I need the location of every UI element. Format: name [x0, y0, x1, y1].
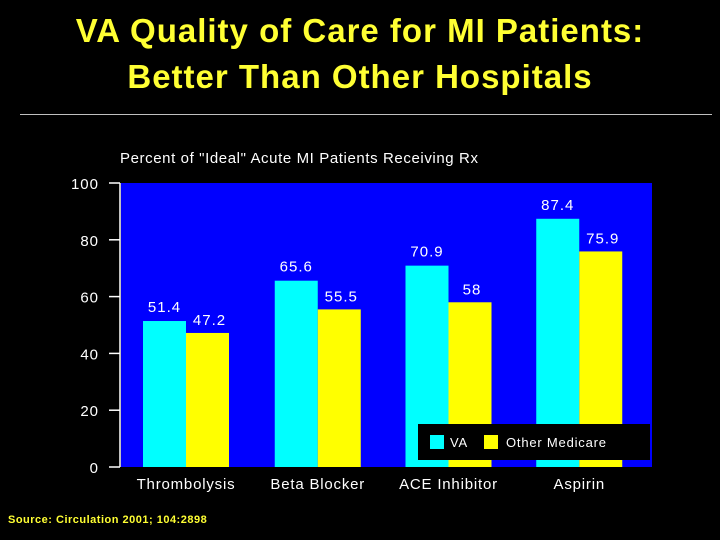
y-tick-label-100: 100: [71, 176, 99, 193]
data-label-va-ace-inhibitor: 70.9: [410, 244, 443, 261]
x-tick-label-ace-inhibitor: ACE Inhibitor: [399, 476, 498, 493]
legend-label-va: VA: [450, 435, 468, 450]
title-divider: [20, 114, 712, 115]
legend-swatch-va: [430, 435, 444, 449]
legend-label-other-medicare: Other Medicare: [506, 435, 607, 450]
x-tick-label-thrombolysis: Thrombolysis: [137, 476, 236, 493]
data-label-other-medicare-aspirin: 75.9: [586, 230, 619, 247]
bar-other-medicare-beta-blocker: [317, 309, 361, 467]
data-label-other-medicare-ace-inhibitor: 58: [463, 281, 482, 298]
chart-title: Percent of "Ideal" Acute MI Patients Rec…: [120, 150, 479, 167]
data-label-other-medicare-thrombolysis: 47.2: [193, 312, 226, 329]
slide-title-line-1: VA Quality of Care for MI Patients:: [75, 12, 645, 49]
data-label-other-medicare-beta-blocker: 55.5: [325, 288, 358, 305]
legend-box: [418, 424, 650, 460]
y-tick-label-0: 0: [90, 460, 99, 477]
y-tick-label-60: 60: [80, 290, 99, 307]
slide-title-line-2: Better Than Other Hospitals: [127, 58, 593, 95]
legend-swatch-other-medicare: [484, 435, 498, 449]
y-tick-label-20: 20: [80, 403, 99, 420]
bar-va-beta-blocker: [274, 280, 318, 467]
data-label-va-beta-blocker: 65.6: [280, 259, 313, 276]
data-label-va-aspirin: 87.4: [541, 197, 574, 214]
bar-other-medicare-thrombolysis: [186, 332, 229, 467]
bar-va-thrombolysis: [143, 321, 186, 467]
x-tick-label-aspirin: Aspirin: [554, 476, 605, 493]
y-tick-label-40: 40: [80, 346, 99, 363]
source-citation: Source: Circulation 2001; 104:2898: [8, 514, 208, 526]
y-tick-label-80: 80: [80, 233, 99, 250]
data-label-va-thrombolysis: 51.4: [148, 299, 181, 316]
x-tick-label-beta-blocker: Beta Blocker: [270, 476, 365, 493]
